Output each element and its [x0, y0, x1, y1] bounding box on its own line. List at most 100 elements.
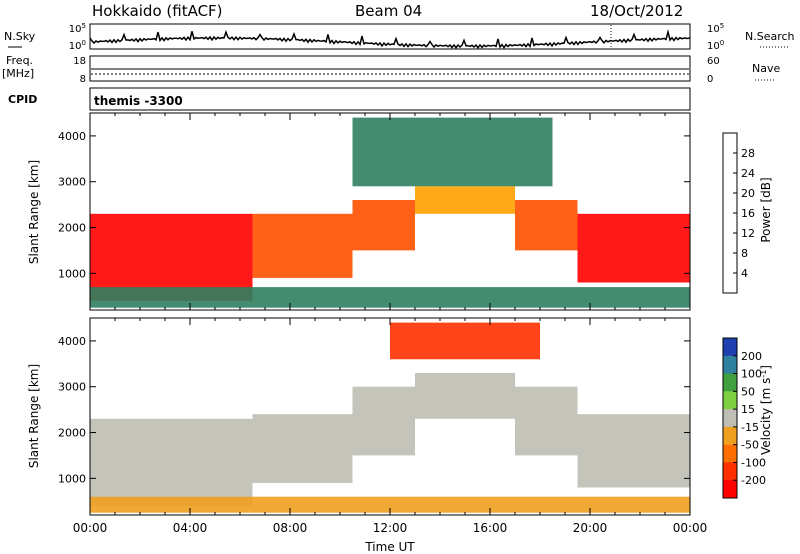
- power-band: [577, 213, 690, 283]
- ytick-label: 1000: [58, 267, 86, 280]
- nsky-tick-base: 10: [707, 24, 720, 35]
- velocity-panel: 1000 2000 3000 4000 00:00 04:00 08:00 12:00 16:…: [27, 317, 774, 554]
- ytick-label: 4000: [58, 335, 86, 348]
- ytick-label: 2000: [58, 427, 86, 440]
- nsky-ytick-right-bottom: 100: [707, 39, 724, 52]
- ytick-label: 1000: [58, 472, 86, 485]
- colorbar-frame: [722, 337, 738, 499]
- power-colorbar-label: Power [dB]: [759, 177, 773, 242]
- colorbar-segment: [723, 462, 737, 481]
- xtick-label: 00:00: [673, 521, 708, 535]
- power-band: [90, 213, 253, 301]
- colorbar-segment: [723, 338, 737, 357]
- colorbar-segment: [723, 480, 737, 499]
- power-band: [352, 117, 553, 187]
- nsky-tick-base: 10: [69, 24, 82, 35]
- colorbar-segment: [723, 426, 737, 446]
- xtick-label: 00:00: [73, 521, 108, 535]
- colorbar-tick-label: 8: [741, 247, 748, 260]
- xtick-label: 04:00: [173, 521, 208, 535]
- xtick-label: 12:00: [373, 521, 408, 535]
- colorbar-tick-label: 12: [741, 227, 755, 240]
- cpid-panel: CPID themis -3300: [8, 87, 691, 111]
- colorbar-segment: [723, 391, 737, 410]
- freq-unit: [MHz]: [2, 67, 34, 80]
- nsky-ytick-top: 105: [69, 22, 86, 35]
- ytick-label: 4000: [58, 130, 86, 143]
- colorbar-segment: [723, 409, 737, 428]
- colorbar-tick-label: 15: [741, 403, 755, 416]
- cpid-program: themis -3300: [94, 94, 183, 108]
- velocity-band: [90, 418, 253, 506]
- power-panel: 1000 2000 3000 4000 Slant Range [km] 4 8 12 16…: [27, 112, 773, 311]
- velocity-colorbar-label-text: Velocity [m s: [759, 378, 773, 455]
- velocity-xaxis: 00:00 04:00 08:00 12:00 16:00 20:00 00:00: [73, 318, 708, 535]
- freq-frame: [89, 55, 691, 82]
- colorbar-tick-label: -50: [741, 439, 759, 452]
- nsky-tick-exponent: 0: [720, 39, 724, 47]
- date-title: 18/Oct/2012: [590, 2, 683, 20]
- velocity-band: [252, 414, 353, 483]
- nsky-tick-base: 10: [69, 41, 82, 52]
- power-band: [90, 287, 690, 308]
- velocity-colorbar-label: Velocity [m s-1]: [759, 365, 774, 455]
- freq-label: Freq.: [6, 54, 33, 67]
- velocity-band: [352, 386, 415, 456]
- velocity-band: [415, 373, 515, 419]
- power-band: [352, 200, 415, 251]
- nsearch-label: N.Search: [745, 30, 795, 43]
- colorbar-tick-label: 20: [741, 187, 755, 200]
- station-title: Hokkaido (fitACF): [92, 2, 223, 20]
- freq-ytick-top: 18: [73, 56, 86, 67]
- velocity-band: [390, 322, 540, 360]
- cpid-label: CPID: [8, 93, 37, 106]
- nsky-tick-exponent: 0: [82, 39, 86, 47]
- ytick-label: 3000: [58, 381, 86, 394]
- colorbar-tick-label: 16: [741, 207, 755, 220]
- velocity-band: [515, 386, 578, 456]
- colorbar-tick-label: 28: [741, 147, 755, 160]
- cpid-frame: [89, 87, 691, 111]
- nsky-tick-base: 10: [707, 41, 720, 52]
- nave-ytick-bottom: 0: [707, 74, 713, 85]
- colorbar-tick-label: 100: [741, 368, 762, 381]
- velocity-colorbar: 200 100 50 15 -15 -50 -100 -200: [722, 337, 766, 499]
- power-yaxis: 1000 2000 3000 4000: [58, 130, 690, 280]
- xtick-label: 16:00: [473, 521, 508, 535]
- velocity-yaxis: 1000 2000 3000 4000: [58, 335, 690, 485]
- ytick-label: 3000: [58, 176, 86, 189]
- nsky-tick-exponent: 5: [82, 22, 86, 30]
- power-xticks: [89, 113, 691, 310]
- colorbar-tick-label: 50: [741, 385, 755, 398]
- colorbar-segment: [723, 355, 737, 375]
- velocity-ylabel: Slant Range [km]: [27, 364, 41, 468]
- colorbar-tick-label: -100: [741, 456, 766, 469]
- nsky-trace: [89, 29, 691, 50]
- freq-ytick-bottom: 8: [80, 74, 86, 85]
- power-band: [515, 200, 578, 251]
- nsky-tick-exponent: 5: [720, 22, 724, 30]
- colorbar-tick-label: -15: [741, 421, 759, 434]
- velocity-colorbar-label-exponent: -1: [759, 370, 768, 378]
- xtick-label: 20:00: [573, 521, 608, 535]
- power-colorbar: 4 8 12 16 20 24 28: [722, 132, 755, 294]
- velocity-xlabel: Time UT: [364, 540, 415, 554]
- nsky-panel: N.Sky 105 100 105 100 N.Search: [4, 22, 795, 52]
- power-ylabel: Slant Range [km]: [27, 160, 41, 264]
- colorbar-tick-label: 200: [741, 350, 762, 363]
- velocity-band: [90, 496, 690, 513]
- velocity-heatmap: [90, 322, 690, 513]
- power-heatmap: [90, 117, 690, 308]
- colorbar-segment: [723, 373, 737, 392]
- beam-title: Beam 04: [355, 2, 422, 20]
- nsky-ytick-right-top: 105: [707, 22, 724, 35]
- nave-label: Nave: [752, 62, 780, 75]
- nave-ytick-top: 60: [707, 56, 720, 67]
- colorbar-tick-label: 24: [741, 167, 755, 180]
- ytick-label: 2000: [58, 222, 86, 235]
- colorbar-segment: [723, 444, 737, 463]
- power-band: [252, 213, 353, 278]
- colorbar-tick-label: 4: [741, 267, 748, 280]
- xtick-label: 08:00: [273, 521, 308, 535]
